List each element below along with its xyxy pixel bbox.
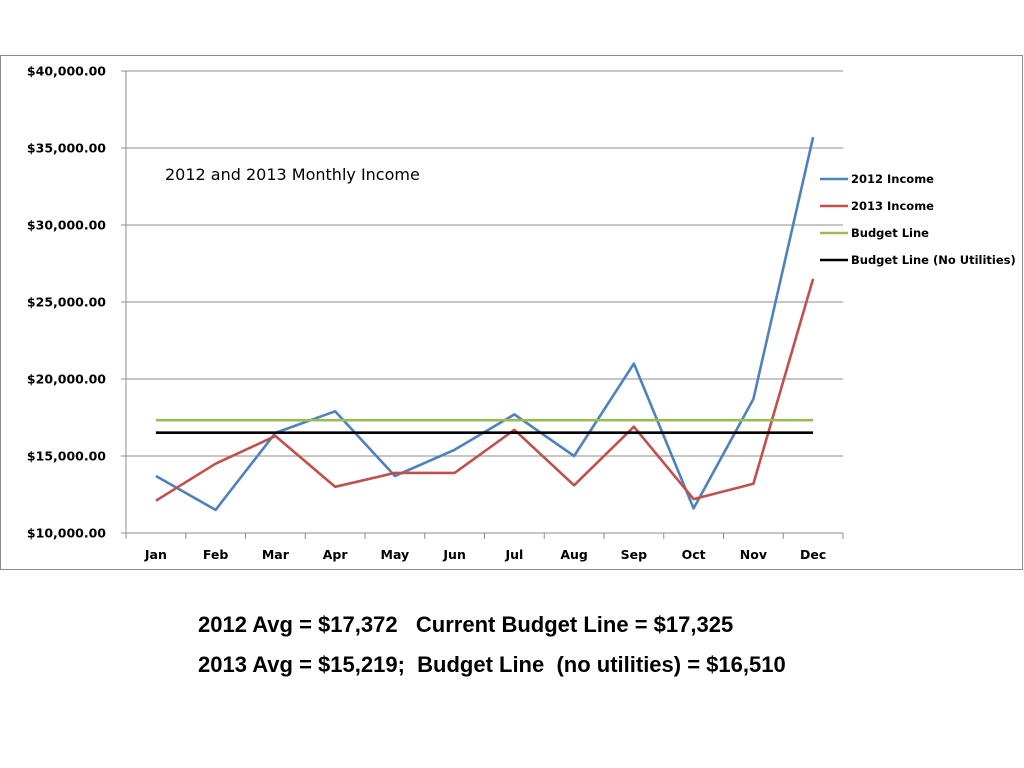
x-tick-label: Dec xyxy=(800,547,826,562)
chart-title: 2012 and 2013 Monthly Income xyxy=(165,165,420,184)
gridlines xyxy=(126,70,843,534)
x-tick-label: Oct xyxy=(682,547,706,562)
x-tick-label: Jan xyxy=(144,547,167,562)
line-chart: $10,000.00 $15,000.00 $20,000.00 $25,000.00… xyxy=(27,64,1016,563)
series-lines xyxy=(155,136,815,512)
y-tick-label: $30,000.00 xyxy=(27,218,106,233)
y-tick-label: $15,000.00 xyxy=(27,449,106,464)
x-tick-label: Apr xyxy=(323,547,349,562)
legend-label-2012-income: 2012 Income xyxy=(851,172,934,186)
y-tick-label: $25,000.00 xyxy=(27,295,106,310)
y-tick-label: $40,000.00 xyxy=(27,64,106,79)
series-line-2013-income xyxy=(155,278,815,502)
x-tick-label: Feb xyxy=(203,547,229,562)
axes: $10,000.00 $15,000.00 $20,000.00 $25,000.00… xyxy=(27,64,844,562)
legend-label-2013-income: 2013 Income xyxy=(851,199,934,213)
series-line-2012-income xyxy=(155,136,815,512)
x-tick-label: Sep xyxy=(621,547,647,562)
y-tick-label: $20,000.00 xyxy=(27,372,106,387)
x-tick-label: Nov xyxy=(740,547,767,562)
x-tick-label: Jun xyxy=(442,547,465,562)
y-tick-label: $35,000.00 xyxy=(27,141,106,156)
x-tick-label: Jul xyxy=(504,547,523,562)
x-tick-label: Mar xyxy=(262,547,290,562)
legend: 2012 Income 2013 Income Budget Line Budget … xyxy=(820,172,1016,267)
legend-label-budget-line: Budget Line xyxy=(851,226,929,240)
y-tick-label: $10,000.00 xyxy=(27,526,106,541)
x-tick-label: Aug xyxy=(560,547,588,562)
legend-label-budget-line-no-utilities: Budget Line (No Utilities) xyxy=(851,253,1016,267)
summary-line-2012: 2012 Avg = $17,372 Current Budget Line =… xyxy=(198,612,734,637)
summary-line-2013: 2013 Avg = $15,219; Budget Line (no util… xyxy=(198,652,786,677)
x-tick-label: May xyxy=(381,547,410,562)
